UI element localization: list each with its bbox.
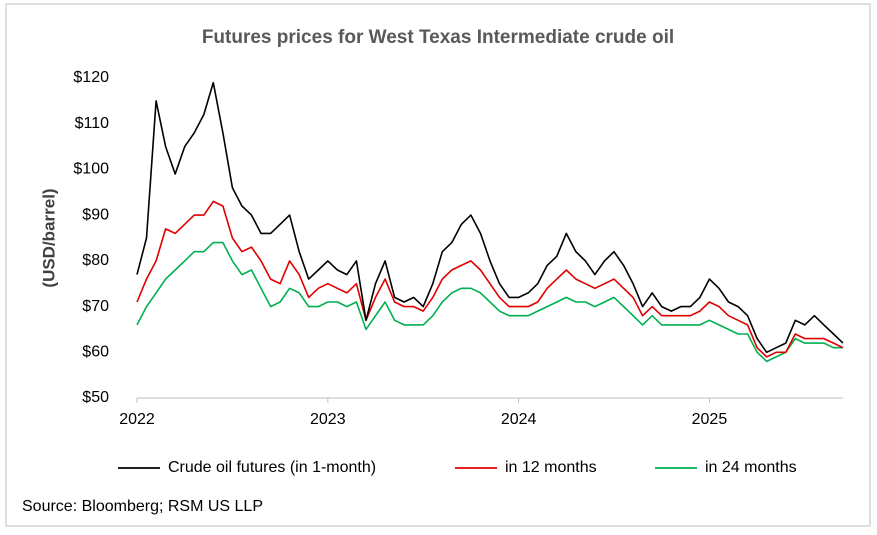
y-tick-label: $120 bbox=[73, 69, 109, 86]
y-tick-label: $80 bbox=[82, 252, 109, 269]
source-note: Source: Bloomberg; RSM US LLP bbox=[22, 498, 263, 515]
y-tick-label: $110 bbox=[75, 115, 110, 132]
x-tick-label: 2025 bbox=[692, 411, 728, 428]
legend-label: Crude oil futures (in 1-month) bbox=[168, 459, 376, 476]
series-line bbox=[136, 81, 844, 354]
x-tick-label: 2022 bbox=[119, 411, 155, 428]
y-tick-label: $50 bbox=[82, 389, 109, 406]
x-tick-label: 2023 bbox=[310, 411, 346, 428]
series-line bbox=[136, 241, 843, 363]
y-tick-label: $70 bbox=[82, 298, 109, 315]
series-line bbox=[136, 200, 844, 358]
y-axis-label: (USD/barrel) bbox=[39, 188, 58, 287]
y-tick-label: $90 bbox=[82, 206, 109, 223]
y-tick-label: $60 bbox=[82, 344, 109, 361]
legend-label: in 12 months bbox=[505, 459, 597, 476]
x-tick-label: 2024 bbox=[501, 411, 537, 428]
y-tick-label: $100 bbox=[73, 161, 109, 178]
legend-label: in 24 months bbox=[705, 459, 797, 476]
chart-title: Futures prices for West Texas Intermedia… bbox=[202, 27, 674, 48]
